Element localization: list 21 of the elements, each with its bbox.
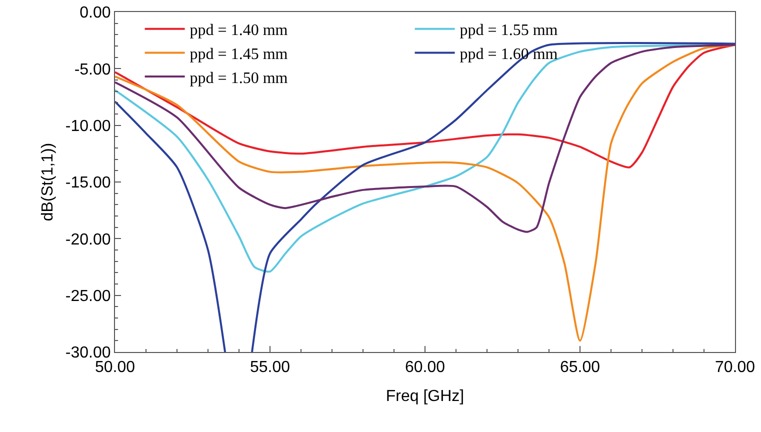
y-tick-label: -5.00: [74, 61, 111, 78]
legend-label: ppd = 1.55 mm: [460, 22, 558, 40]
y-tick-label: -20.00: [65, 231, 111, 248]
legend-label: ppd = 1.45 mm: [190, 46, 288, 63]
y-tick-label: -15.00: [65, 174, 111, 192]
y-axis-title: dB(St(1,1)): [39, 142, 56, 222]
y-tick-label: -30.00: [65, 344, 111, 362]
legend-label: ppd = 1.40 mm: [190, 22, 288, 40]
x-axis-title: Freq [GHz]: [386, 388, 464, 405]
x-tick-label: 60.00: [404, 359, 446, 376]
y-tick-label: -10.00: [65, 118, 111, 135]
legend-label: ppd = 1.60 mm: [460, 46, 558, 63]
y-tick-label: -25.00: [65, 288, 111, 305]
line-series: [115, 44, 735, 168]
legend-label: ppd = 1.50 mm: [190, 70, 288, 87]
line-series: [115, 44, 735, 233]
y-tick-label: 0.00: [80, 4, 111, 22]
x-tick-label: 70.00: [714, 359, 756, 376]
x-tick-label: 65.00: [560, 359, 600, 376]
x-tick-label: 55.00: [250, 359, 290, 376]
x-tick-label: 50.00: [94, 359, 136, 376]
